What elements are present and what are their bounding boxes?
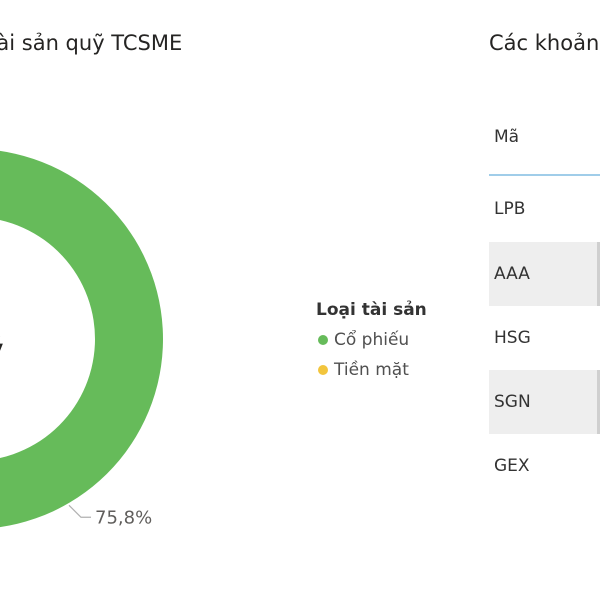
- donut-center-text: ỹ: [0, 333, 4, 368]
- holdings-table: Mã LPB AAA HSG SGN GEX: [489, 100, 600, 498]
- left-panel-title: Tài sản quỹ TCSME: [0, 31, 183, 55]
- table-row[interactable]: SGN: [489, 370, 600, 434]
- legend-dot-icon: [318, 335, 328, 345]
- column-divider: [597, 370, 600, 434]
- legend: Loại tài sản Cổ phiếu Tiền mặt: [316, 295, 427, 385]
- legend-item-tien-mat[interactable]: Tiền mặt: [316, 355, 427, 385]
- legend-title: Loại tài sản: [316, 300, 427, 320]
- legend-label: Cổ phiếu: [334, 330, 410, 350]
- table-row[interactable]: LPB: [494, 199, 526, 219]
- table-header-ma[interactable]: Mã: [489, 100, 600, 176]
- table-row[interactable]: HSG: [494, 328, 531, 348]
- right-panel-title: Các khoản: [489, 31, 600, 55]
- table-row[interactable]: GEX: [494, 456, 530, 476]
- table-row[interactable]: AAA: [489, 242, 600, 306]
- column-divider: [597, 242, 600, 306]
- data-label-leader-line: [68, 504, 91, 518]
- legend-item-co-phieu[interactable]: Cổ phiếu: [316, 325, 427, 355]
- donut-slice-co-phieu[interactable]: [0, 149, 163, 529]
- legend-dot-icon: [318, 365, 328, 375]
- data-label-co-phieu: 75,8%: [95, 507, 152, 528]
- legend-label: Tiền mặt: [334, 360, 409, 380]
